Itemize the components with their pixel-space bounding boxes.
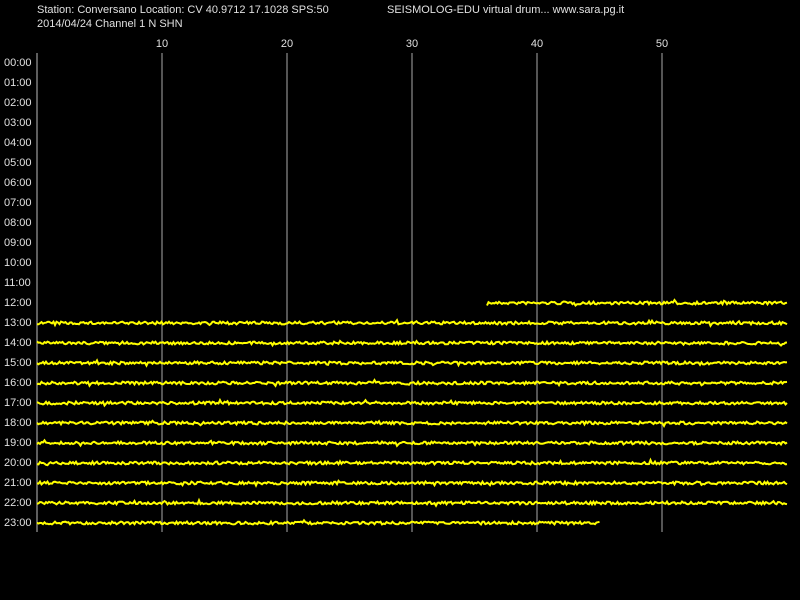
row-label: 15:00	[4, 357, 32, 369]
row-label: 16:00	[4, 377, 32, 389]
chart-title-right: SEISMOLOG-EDU virtual drum... www.sara.p…	[387, 4, 624, 16]
row-label: 02:00	[4, 97, 32, 109]
x-tick-label: 30	[406, 38, 418, 50]
trace	[36, 479, 788, 488]
trace	[36, 497, 788, 508]
row-label: 14:00	[4, 337, 32, 349]
row-label: 03:00	[4, 117, 32, 129]
trace	[486, 298, 788, 308]
row-label: 18:00	[4, 417, 32, 429]
row-label: 20:00	[4, 457, 32, 469]
row-label: 11:00	[4, 277, 31, 289]
trace	[36, 457, 788, 467]
row-label: 08:00	[4, 217, 32, 229]
trace	[37, 318, 788, 328]
x-tick-label: 40	[531, 38, 543, 50]
trace	[36, 438, 788, 448]
x-tick-label: 10	[156, 38, 168, 50]
chart-subtitle: 2014/04/24 Channel 1 N SHN	[37, 18, 183, 30]
row-label: 10:00	[4, 257, 32, 269]
row-label: 05:00	[4, 157, 32, 169]
x-tick-label: 20	[281, 38, 293, 50]
trace	[36, 339, 788, 348]
row-label: 22:00	[4, 497, 32, 509]
row-label: 13:00	[4, 317, 32, 329]
row-label: 00:00	[4, 57, 32, 69]
trace	[36, 419, 788, 429]
row-label: 09:00	[4, 237, 32, 249]
row-label: 06:00	[4, 177, 32, 189]
x-tick-label: 50	[656, 38, 668, 50]
row-label: 01:00	[4, 77, 32, 89]
trace	[36, 378, 788, 388]
trace	[36, 397, 788, 408]
row-label: 23:00	[4, 517, 32, 529]
trace	[36, 518, 600, 527]
chart-title: Station: Conversano Location: CV 40.9712…	[37, 4, 329, 16]
row-label: 19:00	[4, 437, 32, 449]
row-label: 04:00	[4, 137, 32, 149]
row-label: 07:00	[4, 197, 32, 209]
row-label: 17:00	[4, 397, 32, 409]
trace	[36, 358, 788, 368]
row-label: 21:00	[4, 477, 32, 489]
row-label: 12:00	[4, 297, 32, 309]
